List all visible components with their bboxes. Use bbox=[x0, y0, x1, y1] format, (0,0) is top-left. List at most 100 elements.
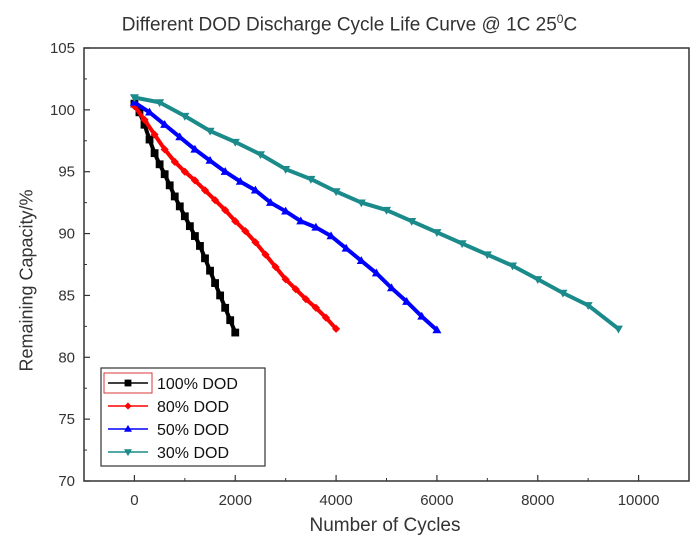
y-tick-label: 95 bbox=[58, 164, 75, 181]
chart-title-superscript: 0 bbox=[556, 12, 564, 26]
legend-marker bbox=[124, 402, 132, 410]
axis-ticks: 0 2000 4000 6000 8000 10000 70 75 80 85 90 95 100 105 bbox=[50, 40, 690, 509]
data-point bbox=[211, 279, 219, 287]
y-axis-label: Remaining Capacity/% bbox=[16, 189, 37, 372]
legend-selection-outline bbox=[103, 372, 153, 394]
legend-label: 100% DOD bbox=[157, 376, 238, 393]
data-point bbox=[191, 232, 199, 240]
data-point bbox=[291, 285, 300, 294]
x-tick-label: 4000 bbox=[319, 492, 352, 509]
data-point bbox=[301, 295, 310, 304]
data-point bbox=[235, 176, 245, 185]
data-point bbox=[306, 175, 316, 184]
y-tick-label: 85 bbox=[58, 287, 75, 304]
data-point bbox=[533, 276, 543, 284]
data-point bbox=[129, 94, 139, 103]
legend-entry: 30% DOD bbox=[108, 445, 229, 462]
data-point bbox=[170, 157, 179, 166]
data-point bbox=[144, 107, 155, 116]
data-point bbox=[211, 196, 220, 205]
data-point bbox=[180, 112, 190, 121]
x-tick-label: 8000 bbox=[521, 492, 554, 509]
data-point bbox=[206, 266, 214, 275]
data-point bbox=[180, 212, 189, 221]
data-point bbox=[220, 167, 230, 175]
chart-title-text: Different DOD Discharge Cycle Life Curve… bbox=[121, 14, 557, 36]
legend-label: 80% DOD bbox=[157, 399, 229, 416]
data-point bbox=[241, 227, 250, 236]
series-2 bbox=[130, 102, 341, 333]
data-point bbox=[402, 296, 412, 305]
data-point bbox=[332, 324, 341, 333]
data-point bbox=[150, 130, 159, 139]
data-point bbox=[205, 127, 215, 136]
data-point bbox=[175, 202, 184, 211]
y-tick-label: 90 bbox=[58, 226, 75, 243]
data-point bbox=[386, 283, 397, 292]
y-tick-label: 100 bbox=[50, 102, 75, 119]
data-point bbox=[231, 217, 240, 226]
data-point bbox=[613, 325, 623, 334]
data-point bbox=[155, 99, 165, 108]
data-point bbox=[175, 132, 185, 141]
data-point bbox=[165, 181, 174, 190]
data-point bbox=[160, 170, 169, 179]
data-point bbox=[190, 144, 200, 153]
data-point bbox=[251, 238, 260, 247]
y-tick-label: 70 bbox=[58, 473, 75, 490]
chart-title-suffix: C bbox=[563, 14, 578, 36]
data-point bbox=[196, 242, 204, 250]
data-point bbox=[326, 231, 336, 240]
data-point bbox=[356, 256, 366, 264]
data-point bbox=[221, 206, 230, 215]
data-point bbox=[482, 251, 492, 260]
x-tick-label: 6000 bbox=[420, 492, 453, 509]
legend-marker bbox=[124, 424, 132, 432]
y-tick-label: 105 bbox=[50, 40, 75, 57]
y-tick-label: 80 bbox=[58, 349, 75, 366]
data-point bbox=[190, 176, 199, 185]
data-point bbox=[145, 135, 154, 144]
data-point bbox=[261, 250, 270, 259]
data-point bbox=[160, 145, 169, 154]
data-point bbox=[200, 186, 210, 195]
data-point bbox=[271, 262, 280, 272]
data-point bbox=[180, 167, 189, 176]
data-point bbox=[201, 254, 209, 263]
data-point bbox=[321, 313, 331, 322]
data-point bbox=[155, 160, 164, 169]
data-point bbox=[583, 302, 593, 310]
x-axis-label: Number of Cycles bbox=[309, 515, 461, 536]
legend: 100% DOD 80% DOD 50% DOD 30% DOD bbox=[100, 367, 266, 467]
data-point bbox=[311, 222, 321, 231]
data-point bbox=[221, 303, 230, 312]
data-point bbox=[281, 166, 291, 174]
data-point bbox=[417, 311, 427, 320]
data-point bbox=[281, 275, 290, 284]
legend-marker bbox=[124, 379, 132, 387]
legend-label: 30% DOD bbox=[157, 445, 229, 462]
legend-marker bbox=[124, 449, 132, 457]
x-tick-label: 2000 bbox=[219, 492, 252, 509]
series-3 bbox=[129, 97, 442, 334]
data-point bbox=[407, 217, 417, 226]
data-point bbox=[296, 216, 306, 225]
data-point bbox=[265, 197, 276, 206]
legend-entry: 50% DOD bbox=[108, 422, 229, 439]
legend-entry: 100% DOD bbox=[103, 372, 238, 394]
data-point bbox=[216, 291, 225, 300]
data-point bbox=[507, 262, 518, 271]
data-point bbox=[558, 289, 568, 298]
legend-entry: 80% DOD bbox=[108, 399, 229, 416]
data-point bbox=[311, 303, 320, 312]
x-tick-label: 0 bbox=[130, 492, 138, 509]
series-layer bbox=[129, 94, 623, 337]
y-tick-label: 75 bbox=[58, 411, 75, 428]
data-point bbox=[371, 268, 381, 277]
data-point bbox=[231, 328, 240, 337]
data-point bbox=[150, 149, 159, 158]
data-point bbox=[205, 155, 215, 164]
data-point bbox=[185, 222, 194, 231]
data-point bbox=[230, 138, 240, 147]
